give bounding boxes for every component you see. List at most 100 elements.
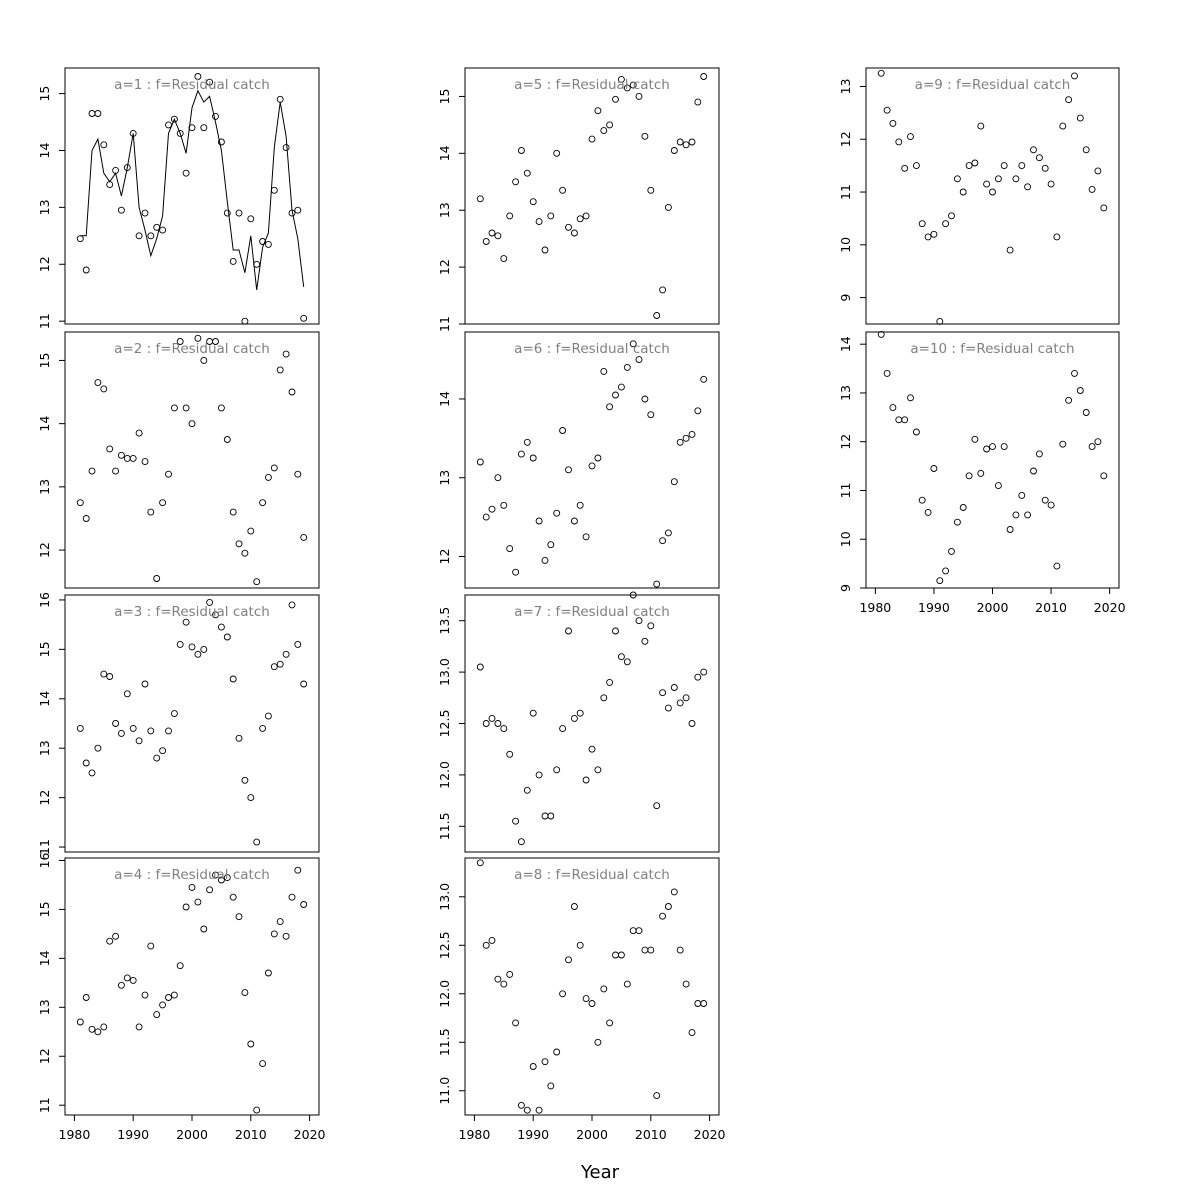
observed-point: [588, 135, 596, 143]
observed-point: [194, 898, 202, 906]
observed-point: [594, 107, 602, 115]
observed-point: [500, 725, 508, 733]
observed-point: [512, 178, 520, 186]
observed-point: [623, 658, 631, 666]
y-tick-label: 14: [838, 336, 853, 352]
observed-point: [559, 186, 567, 194]
observed-point: [535, 1106, 543, 1114]
y-tick-label: 14: [37, 691, 52, 707]
observed-point: [259, 499, 267, 507]
observed-point: [165, 994, 172, 1001]
observed-point: [918, 496, 926, 504]
x-tick-label: 1980: [859, 600, 891, 615]
observed-point: [606, 678, 614, 686]
observed-point: [100, 385, 108, 393]
observed-point: [594, 766, 602, 774]
observed-point: [1094, 438, 1102, 446]
observed-point: [688, 1029, 696, 1037]
observed-point: [529, 709, 537, 717]
y-tick-label: 12: [37, 542, 52, 558]
observed-point: [82, 515, 90, 522]
observed-point: [653, 1092, 661, 1100]
observed-point: [547, 541, 555, 549]
observed-point: [182, 404, 190, 412]
x-tick-label: 2020: [1094, 600, 1126, 615]
y-tick-label: 12: [37, 790, 52, 806]
observed-point: [617, 653, 625, 661]
panel-a4: a=4 : f=Residual catch 11 12 13 14 15 16 1980 19…: [37, 852, 326, 1142]
y-tick-label: 10: [838, 531, 853, 547]
observed-point: [188, 883, 196, 891]
observed-point: [165, 727, 172, 735]
observed-point: [82, 759, 90, 767]
panel-frame: [64, 331, 320, 589]
observed-point: [94, 744, 102, 752]
observed-point: [88, 110, 96, 117]
observed-point: [912, 428, 920, 436]
observed-point: [635, 927, 643, 935]
observed-point: [688, 720, 696, 727]
observed-point: [889, 404, 897, 412]
observed-point: [276, 660, 284, 668]
observed-point: [1076, 114, 1084, 122]
y-tick-label: 14: [437, 391, 452, 407]
observed-point: [1094, 167, 1102, 175]
observed-point: [641, 395, 649, 403]
observed-point: [235, 540, 243, 548]
observed-point: [176, 129, 184, 137]
observed-point: [300, 901, 308, 908]
observed-point: [901, 416, 909, 424]
observed-point: [547, 212, 555, 220]
observed-point: [576, 941, 584, 949]
observed-point: [523, 438, 531, 446]
x-tick-label: 1990: [918, 600, 950, 615]
observed-point: [253, 838, 261, 846]
observed-point: [170, 991, 178, 999]
observed-point: [253, 260, 261, 268]
observed-point: [129, 724, 137, 732]
observed-point: [512, 1019, 520, 1027]
y-tick-label: 13: [37, 740, 52, 756]
observed-point: [76, 724, 84, 732]
observed-point: [529, 198, 537, 206]
observed-point: [907, 394, 914, 402]
observed-point: [1024, 183, 1032, 191]
observed-point: [700, 73, 708, 80]
observed-point: [659, 286, 667, 294]
observed-point: [895, 138, 903, 146]
y-tick-label: 12: [838, 131, 853, 147]
x-tick-label: 2010: [1035, 600, 1067, 615]
observed-point: [600, 694, 608, 702]
observed-point: [229, 257, 237, 265]
observed-point: [188, 420, 196, 428]
y-tick-label: 11: [838, 184, 853, 200]
observed-point: [176, 962, 184, 970]
observed-point: [523, 1106, 531, 1114]
observed-point: [282, 350, 290, 358]
observed-point: [141, 209, 149, 217]
observed-point: [212, 871, 219, 879]
x-axis-label: Year: [580, 1162, 620, 1183]
observed-point: [194, 334, 202, 342]
observed-point: [959, 504, 967, 511]
observed-point: [1018, 491, 1026, 499]
observed-point: [553, 149, 561, 157]
observed-point: [253, 1106, 261, 1114]
observed-point: [300, 680, 308, 688]
observed-point: [141, 458, 149, 466]
observed-point: [676, 699, 684, 707]
observed-point: [229, 675, 237, 683]
observed-point: [235, 734, 243, 742]
y-tick-label: 13: [37, 479, 52, 495]
observed-point: [953, 518, 961, 526]
panel-frame: [464, 67, 720, 325]
panel-a5: a=5 : f=Residual catch 11 12 13 14 15: [437, 67, 720, 332]
observed-point: [895, 416, 903, 424]
x-tick-label: 2020: [294, 1127, 326, 1142]
observed-point: [123, 690, 131, 698]
observed-point: [482, 941, 490, 949]
panel-a8: a=8 : f=Residual catch 11.0 11.5 12.0 12.5 13…: [437, 857, 726, 1142]
observed-point: [606, 121, 614, 129]
observed-point: [159, 1001, 167, 1009]
